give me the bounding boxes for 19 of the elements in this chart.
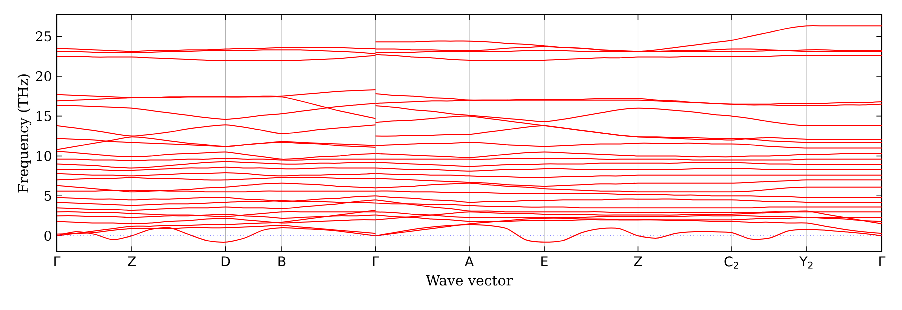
- y-axis-title: Frequency (THz): [18, 74, 32, 193]
- x-tick-label: Γ: [880, 256, 886, 266]
- y-tick-label: 20: [36, 71, 52, 82]
- y-tick-label: 15: [36, 111, 52, 122]
- x-axis-title: Wave vector: [426, 275, 513, 286]
- x-tick-label: D: [222, 256, 230, 266]
- x-tick-label: E: [542, 256, 548, 266]
- x-tick-label: Z: [634, 256, 642, 266]
- y-tick-label: 0: [44, 230, 52, 242]
- y-tick-label: 25: [36, 31, 52, 42]
- y-tick-label: 10: [36, 151, 52, 162]
- x-tick-label: Γ: [373, 256, 380, 266]
- x-tick-label: Y$_{2}$: [800, 256, 813, 269]
- x-tick-label: A: [465, 256, 474, 266]
- y-tick-label: 5: [44, 191, 52, 202]
- x-tick-label: B: [278, 256, 286, 266]
- x-tick-label: C$_{2}$: [724, 256, 738, 269]
- x-tick-label: Z: [128, 256, 136, 266]
- x-tick-label: Γ: [54, 256, 61, 266]
